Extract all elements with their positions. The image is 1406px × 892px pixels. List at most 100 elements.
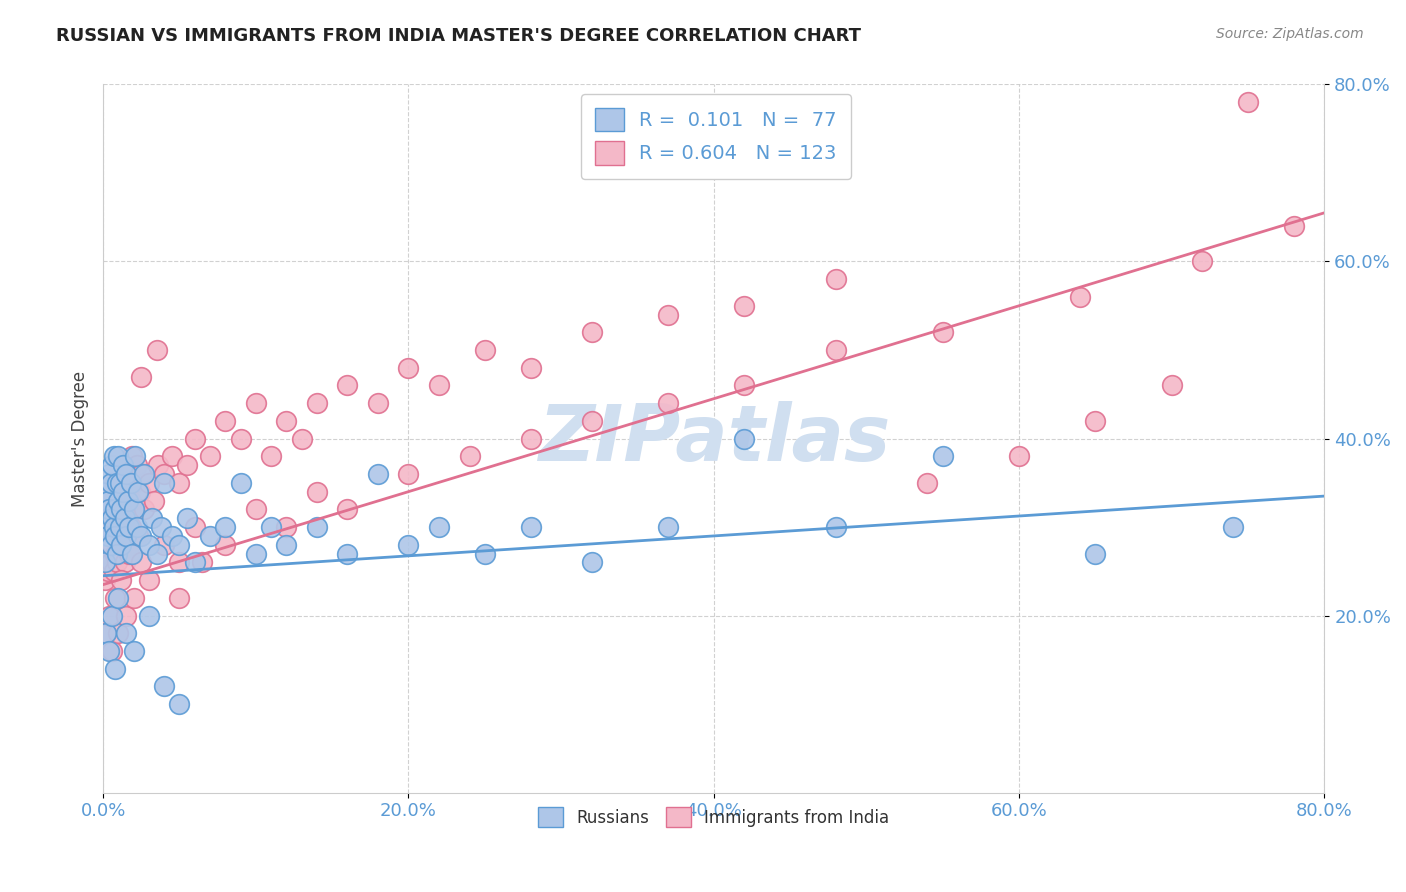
Point [169, 591, 191, 605]
Point [276, 520, 298, 534]
Point [1084, 547, 1107, 561]
Point [96, 626, 118, 640]
Point [153, 475, 176, 490]
Point [108, 475, 131, 490]
Point [97, 493, 120, 508]
Point [103, 449, 125, 463]
Y-axis label: Master's Degree: Master's Degree [72, 370, 89, 507]
Point [115, 608, 138, 623]
Point [96, 626, 118, 640]
Point [145, 547, 167, 561]
Point [101, 644, 124, 658]
Point [260, 449, 283, 463]
Point [917, 475, 939, 490]
Point [110, 573, 132, 587]
Point [121, 547, 143, 561]
Point [121, 547, 143, 561]
Point [118, 467, 141, 481]
Point [1069, 290, 1091, 304]
Point [110, 520, 132, 534]
Point [98, 502, 121, 516]
Point [1160, 378, 1182, 392]
Point [97, 520, 120, 534]
Point [519, 432, 541, 446]
Point [474, 343, 496, 357]
Point [183, 432, 205, 446]
Point [932, 326, 955, 340]
Point [129, 556, 152, 570]
Point [125, 458, 148, 472]
Point [114, 511, 136, 525]
Point [128, 484, 150, 499]
Point [198, 529, 221, 543]
Point [107, 502, 129, 516]
Point [153, 467, 176, 481]
Point [198, 449, 221, 463]
Point [336, 547, 359, 561]
Point [825, 520, 848, 534]
Point [122, 644, 145, 658]
Point [114, 484, 136, 499]
Point [101, 475, 124, 490]
Point [214, 520, 236, 534]
Point [96, 520, 118, 534]
Point [932, 449, 955, 463]
Point [169, 697, 191, 711]
Point [142, 493, 165, 508]
Point [657, 520, 679, 534]
Point [153, 538, 176, 552]
Point [134, 467, 156, 481]
Point [100, 475, 122, 490]
Point [427, 378, 450, 392]
Point [115, 529, 138, 543]
Point [127, 484, 149, 499]
Point [825, 272, 848, 286]
Point [1084, 414, 1107, 428]
Point [245, 396, 267, 410]
Point [110, 493, 132, 508]
Point [98, 608, 121, 623]
Point [97, 565, 120, 579]
Point [108, 520, 131, 534]
Point [96, 484, 118, 499]
Point [96, 502, 118, 516]
Point [122, 475, 145, 490]
Text: RUSSIAN VS IMMIGRANTS FROM INDIA MASTER'S DEGREE CORRELATION CHART: RUSSIAN VS IMMIGRANTS FROM INDIA MASTER'… [56, 27, 862, 45]
Point [169, 556, 191, 570]
Point [101, 538, 124, 552]
Text: ZIPatlas: ZIPatlas [537, 401, 890, 476]
Point [107, 591, 129, 605]
Point [97, 529, 120, 543]
Point [733, 299, 755, 313]
Point [129, 529, 152, 543]
Point [110, 538, 132, 552]
Point [427, 520, 450, 534]
Point [145, 343, 167, 357]
Point [1282, 219, 1305, 233]
Point [108, 475, 131, 490]
Point [733, 378, 755, 392]
Point [118, 547, 141, 561]
Point [120, 493, 142, 508]
Point [150, 520, 173, 534]
Point [398, 538, 420, 552]
Point [336, 502, 359, 516]
Point [122, 591, 145, 605]
Point [104, 547, 127, 561]
Point [1222, 520, 1244, 534]
Point [101, 511, 124, 525]
Point [581, 414, 603, 428]
Point [111, 538, 134, 552]
Point [519, 360, 541, 375]
Point [98, 484, 121, 499]
Point [110, 502, 132, 516]
Point [111, 484, 134, 499]
Point [107, 449, 129, 463]
Point [107, 538, 129, 552]
Point [146, 458, 169, 472]
Point [104, 529, 127, 543]
Point [103, 520, 125, 534]
Point [581, 556, 603, 570]
Point [117, 538, 139, 552]
Point [105, 556, 128, 570]
